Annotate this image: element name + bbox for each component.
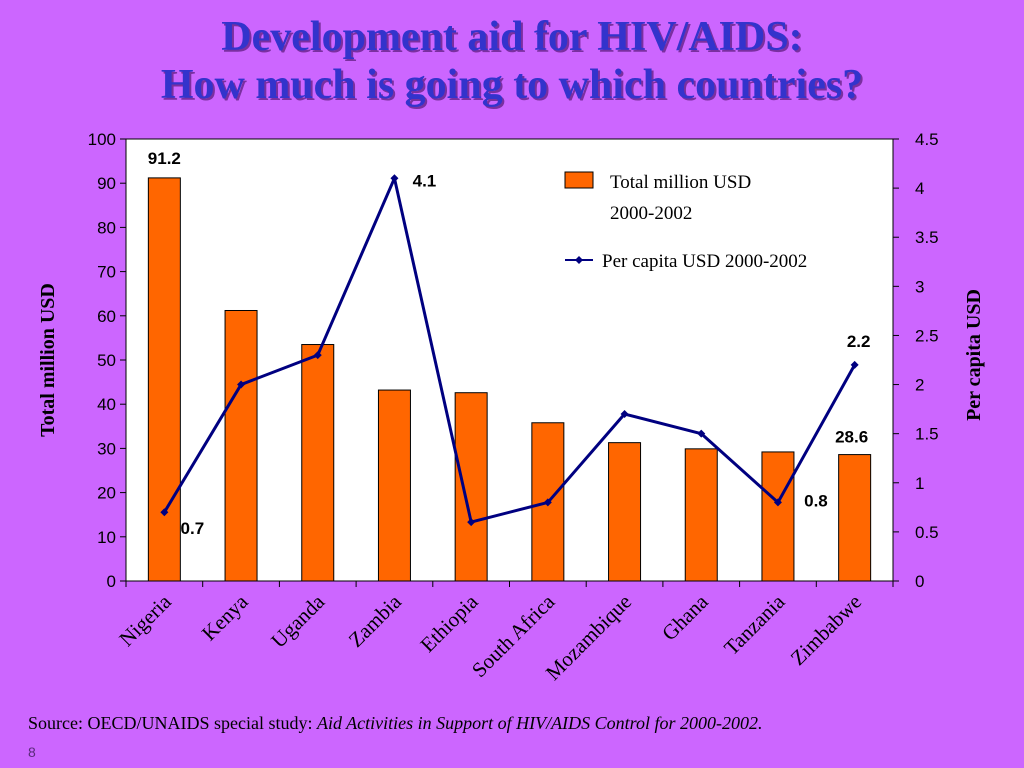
per-capita-line xyxy=(163,176,856,524)
bar-kenya xyxy=(224,309,258,582)
legend-bar-label-2: 2000-2002 xyxy=(610,203,692,224)
y2-tick-label: 1.5 xyxy=(915,425,939,444)
x-tick-label: Zimbabwe xyxy=(786,590,866,670)
x-tick-label: Ethiopia xyxy=(415,589,483,657)
point-nigeria xyxy=(160,508,169,517)
y2-tick-label: 0 xyxy=(915,572,924,591)
y2-tick-label: 3.5 xyxy=(915,228,939,247)
y-tick-label: 10 xyxy=(97,528,116,547)
x-tick-label: Tanzania xyxy=(719,589,790,660)
y2-tick-label: 0.5 xyxy=(915,523,939,542)
y-tick-label: 50 xyxy=(97,351,116,370)
x-tick-label: Nigeria xyxy=(114,589,176,651)
y-tick-label: 60 xyxy=(97,307,116,326)
bar-zambia xyxy=(377,389,411,582)
y2-axis-title: Per capita USD xyxy=(963,289,985,421)
bar-ghana xyxy=(684,448,718,582)
point-zimbabwe xyxy=(850,360,859,369)
legend-line-marker xyxy=(575,256,583,264)
y2-tick-label: 2 xyxy=(915,376,924,395)
data-label: 4.1 xyxy=(413,171,437,190)
data-label: 2.2 xyxy=(847,332,871,351)
y-tick-label: 20 xyxy=(97,484,116,503)
point-ethiopia xyxy=(467,518,476,527)
source-note: Source: OECD/UNAIDS special study: Aid A… xyxy=(28,710,848,736)
data-label: 0.7 xyxy=(181,519,205,538)
data-label: 28.6 xyxy=(835,428,868,447)
x-tick-label: Kenya xyxy=(197,589,253,645)
slide-number: 8 xyxy=(28,744,36,760)
aid-chart: 0 10 20 30 40 50 60 70 80 90 100 0 0.5 1 1.5 2 2.5 3 3.5 4 4… xyxy=(37,130,985,685)
source-title: Aid Activities in Support of HIV/AIDS Co… xyxy=(316,713,763,733)
y-tick-label: 100 xyxy=(88,130,116,149)
y-tick-label: 90 xyxy=(97,174,116,193)
bar-uganda xyxy=(301,344,335,582)
bar-zimbabwe xyxy=(838,454,872,582)
point-zambia xyxy=(390,174,399,183)
y-tick-label: 80 xyxy=(97,218,116,237)
y2-tick-label: 2.5 xyxy=(915,326,939,345)
y-tick-label: 30 xyxy=(97,439,116,458)
point-kenya xyxy=(237,380,246,389)
legend-bar-swatch xyxy=(564,171,594,189)
x-tick-label: Zambia xyxy=(344,589,407,652)
point-south-africa xyxy=(543,498,552,507)
point-tanzania xyxy=(773,498,782,507)
bar-mozambique xyxy=(608,442,642,582)
data-label: 0.8 xyxy=(804,491,828,510)
point-ghana xyxy=(697,429,706,438)
data-label: 91.2 xyxy=(148,149,181,168)
y2-tick-label: 1 xyxy=(915,474,924,493)
y-tick-label: 0 xyxy=(107,572,116,591)
legend-bar-label: Total million USD xyxy=(610,172,751,193)
bar-nigeria xyxy=(147,177,181,582)
legend-line-label: Per capita USD 2000-2002 xyxy=(602,251,807,272)
y2-tick-label: 4 xyxy=(915,179,924,198)
bar-tanzania xyxy=(761,451,795,582)
y2-tick-label: 4.5 xyxy=(915,130,939,149)
source-prefix: Source: OECD/UNAIDS special study: xyxy=(28,713,317,733)
y-tick-label: 70 xyxy=(97,263,116,282)
point-uganda xyxy=(313,351,322,360)
slide-title-line-2: How much is going to which countries? xyxy=(160,62,864,108)
slide-title-line-1: Development aid for HIV/AIDS: xyxy=(221,14,803,60)
x-tick-label: Uganda xyxy=(266,589,330,653)
y-axis-title: Total million USD xyxy=(37,283,59,437)
bar-ethiopia xyxy=(454,392,488,582)
x-tick-label: Ghana xyxy=(657,589,713,645)
point-mozambique xyxy=(620,410,629,419)
y-tick-label: 40 xyxy=(97,395,116,414)
y2-tick-label: 3 xyxy=(915,277,924,296)
